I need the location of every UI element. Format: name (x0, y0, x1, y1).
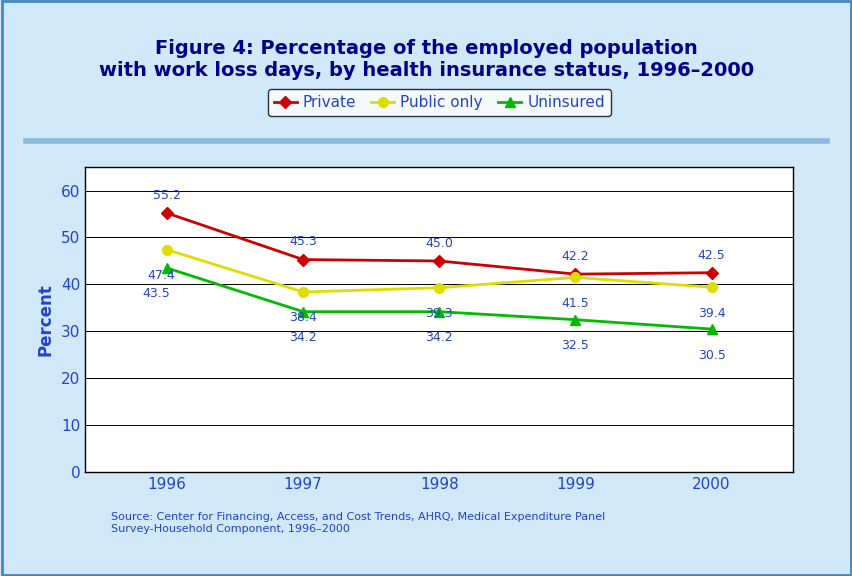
Text: 39.4: 39.4 (697, 306, 724, 320)
Text: 39.3: 39.3 (425, 307, 452, 320)
Text: 30.5: 30.5 (697, 348, 725, 362)
Text: Source: Center for Financing, Access, and Cost Trends, AHRQ, Medical Expenditure: Source: Center for Financing, Access, an… (111, 513, 604, 534)
Text: 38.4: 38.4 (289, 312, 317, 324)
Text: 55.2: 55.2 (153, 189, 181, 202)
Text: 41.5: 41.5 (561, 297, 589, 310)
Text: 32.5: 32.5 (561, 339, 589, 352)
Text: 34.2: 34.2 (425, 331, 452, 344)
Text: Figure 4: Percentage of the employed population
with work loss days, by health i: Figure 4: Percentage of the employed pop… (99, 39, 753, 80)
Text: 42.2: 42.2 (561, 250, 589, 263)
Text: 43.5: 43.5 (141, 287, 170, 301)
Text: 34.2: 34.2 (289, 331, 317, 344)
Text: 47.4: 47.4 (147, 269, 176, 282)
Y-axis label: Percent: Percent (36, 283, 54, 356)
Text: 42.5: 42.5 (697, 249, 724, 262)
Legend: Private, Public only, Uninsured: Private, Public only, Uninsured (268, 89, 610, 116)
Text: 45.3: 45.3 (289, 236, 317, 248)
Text: 45.0: 45.0 (425, 237, 452, 250)
